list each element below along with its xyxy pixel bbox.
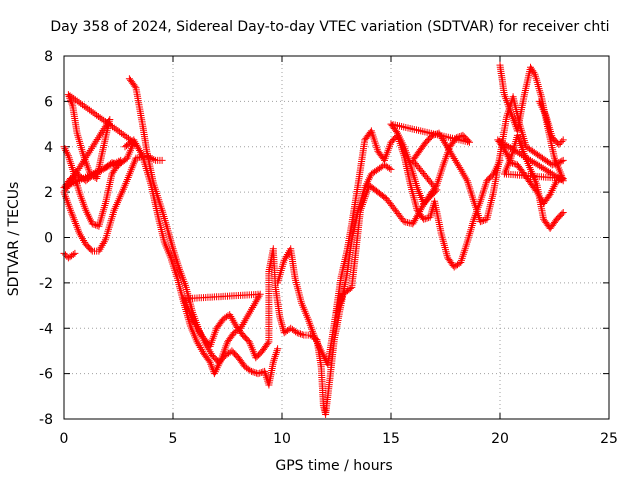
x-tick-label: 5 xyxy=(169,431,178,447)
x-tick-label: 15 xyxy=(382,431,400,447)
y-tick-label: 6 xyxy=(44,94,53,110)
data-point-markers xyxy=(60,61,567,418)
y-tick-label: 4 xyxy=(44,140,53,156)
x-tick-labels: 0 5 10 15 20 25 xyxy=(60,431,618,447)
x-axis-label: GPS time / hours xyxy=(275,458,392,474)
x-tick-label: 10 xyxy=(273,431,291,447)
chart-title: Day 358 of 2024, Sidereal Day-to-day VTE… xyxy=(50,19,609,35)
y-tick-label: 8 xyxy=(44,49,53,65)
y-tick-label: 0 xyxy=(44,231,53,247)
y-tick-label: -6 xyxy=(39,367,53,383)
data-marks xyxy=(60,61,567,418)
x-tick-label: 20 xyxy=(491,431,509,447)
y-tick-label: -4 xyxy=(39,321,53,337)
x-tick-label: 25 xyxy=(600,431,618,447)
x-tick-label: 0 xyxy=(60,431,69,447)
grid xyxy=(64,56,609,419)
y-tick-label: -2 xyxy=(39,276,53,292)
y-tick-labels: -8 -6 -4 -2 0 2 4 6 8 xyxy=(39,49,53,428)
plot-frame xyxy=(63,55,610,420)
y-tick-label: 2 xyxy=(44,185,53,201)
y-tick-label: -8 xyxy=(39,412,53,428)
y-axis-label: SDTVAR / TECUs xyxy=(6,182,22,297)
